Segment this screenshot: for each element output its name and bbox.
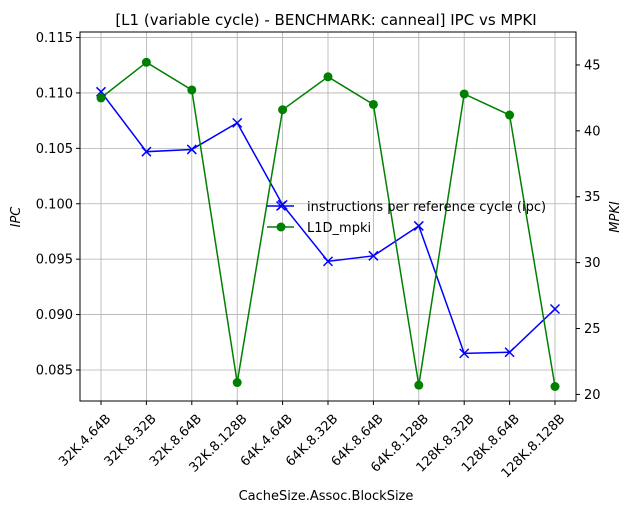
y-tick-label-left: 0.110 [36, 86, 73, 101]
mpki-point-marker [368, 99, 378, 109]
legend-mpki-label: L1D_mpki [307, 221, 371, 236]
ipc-point-marker [504, 347, 515, 358]
y-tick-label-left: 0.100 [36, 197, 73, 212]
y-tick-label-left: 0.085 [36, 363, 73, 378]
mpki-point-marker [232, 378, 242, 388]
mpki-point-marker [505, 110, 515, 120]
legend-mpki-o-marker [276, 222, 286, 232]
y-tick-label-right: 35 [584, 190, 601, 205]
mpki-point-marker [187, 85, 197, 95]
ipc-point-marker [322, 256, 334, 267]
ipc-point-marker [368, 250, 379, 261]
legend-ipc-x-marker [275, 200, 287, 212]
mpki-point-marker [278, 105, 288, 115]
mpki-point-marker [323, 72, 333, 82]
y-tick-label-right: 40 [584, 124, 601, 139]
y-axis-label-right: MPKI [608, 201, 623, 233]
y-tick-label-left: 0.090 [36, 308, 73, 323]
mpki-point-marker [96, 93, 106, 103]
mpki-point-marker [414, 380, 424, 390]
series-markers [95, 57, 561, 392]
axes: 32K.4.64B32K.8.32B32K.8.64B32K.8.128B64K… [36, 31, 601, 481]
legend-ipc-label: instructions per reference cycle (ipc) [307, 200, 546, 215]
mpki-point-marker [459, 89, 469, 99]
y-tick-label-left: 0.105 [36, 142, 73, 157]
y-tick-label-right: 30 [584, 256, 601, 271]
y-tick-label-right: 20 [584, 388, 601, 403]
y-tick-label-right: 25 [584, 322, 601, 337]
ipc-point-marker [549, 303, 561, 315]
legend: instructions per reference cycle (ipc) L… [267, 200, 546, 236]
chart-title: [L1 (variable cycle) - BENCHMARK: cannea… [115, 11, 536, 29]
x-axis-label: CacheSize.Assoc.BlockSize [239, 489, 414, 504]
grid [80, 32, 576, 401]
y-tick-label-left: 0.115 [36, 31, 73, 46]
y-tick-label-left: 0.095 [36, 253, 73, 268]
ipc-point-marker [413, 220, 424, 231]
y-tick-label-right: 45 [584, 58, 601, 73]
mpki-point-marker [141, 57, 151, 67]
y-axis-label-left: IPC [9, 206, 24, 228]
ipc-point-marker [141, 146, 152, 157]
ipc-point-marker [459, 348, 470, 359]
mpki-point-marker [550, 382, 560, 392]
ipc-point-marker [232, 117, 243, 128]
ipc-point-marker [186, 144, 197, 155]
